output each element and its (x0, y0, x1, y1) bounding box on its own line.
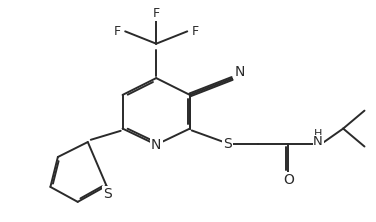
Text: F: F (153, 7, 160, 20)
Text: O: O (283, 173, 294, 187)
Text: S: S (103, 187, 112, 201)
Text: H: H (314, 129, 322, 139)
Text: N: N (313, 135, 323, 148)
Text: F: F (114, 25, 121, 38)
Text: F: F (192, 25, 199, 38)
Text: N: N (151, 138, 161, 152)
Text: N: N (234, 65, 245, 79)
Text: S: S (223, 137, 232, 151)
